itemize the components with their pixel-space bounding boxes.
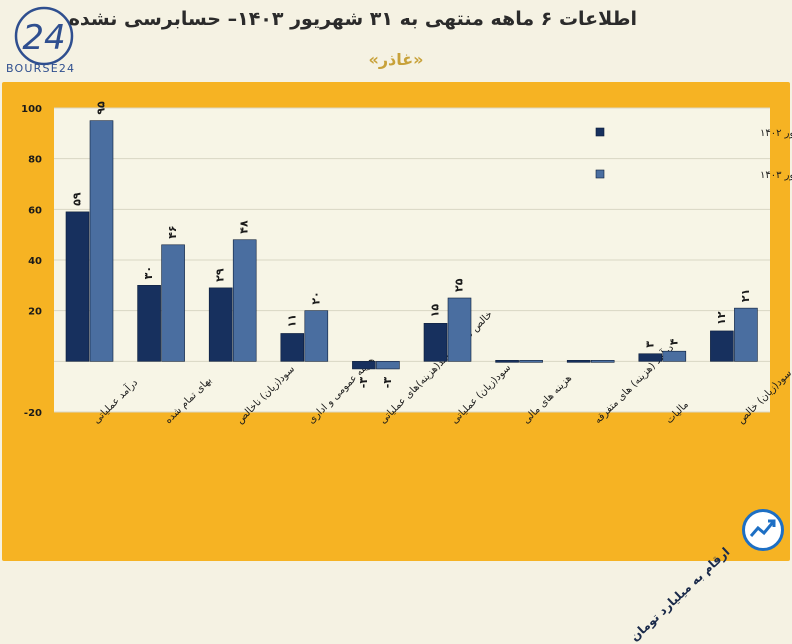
data-label: ۹۵ bbox=[95, 101, 108, 115]
data-label: ۱۵ bbox=[429, 304, 442, 318]
bar-1402 bbox=[710, 330, 734, 362]
data-label: ۲۰ bbox=[309, 291, 322, 304]
legend-swatch bbox=[595, 169, 605, 179]
data-label: ۴۸ bbox=[238, 220, 251, 234]
bar-1403 bbox=[161, 244, 185, 362]
data-label: ۲۱ bbox=[739, 289, 752, 302]
y-tick-label: 100 bbox=[21, 104, 42, 115]
page-subtitle: «غاذر» bbox=[368, 50, 424, 69]
y-tick-label: 80 bbox=[28, 155, 42, 166]
data-label: ۱۲ bbox=[715, 311, 728, 325]
bar-1402 bbox=[638, 353, 663, 362]
legend-swatch bbox=[595, 127, 605, 137]
bar-1403 bbox=[376, 361, 400, 370]
bar-1402 bbox=[423, 323, 448, 362]
bar-1403 bbox=[89, 120, 114, 362]
bourse24-logo: 24 bbox=[14, 6, 74, 66]
bar-1403 bbox=[734, 307, 758, 362]
bar-1402 bbox=[566, 360, 591, 363]
bar-1403 bbox=[662, 350, 687, 362]
y-tick-label: 20 bbox=[28, 307, 42, 318]
brand-badge-icon bbox=[742, 509, 784, 551]
legend-label: عملکرد منتهی به شهریور ۱۴۰۲ bbox=[760, 128, 792, 139]
bar-1403 bbox=[447, 297, 472, 362]
data-label: ۲۵ bbox=[453, 278, 466, 292]
bar-1402 bbox=[65, 211, 90, 362]
bar-1403 bbox=[232, 239, 257, 362]
bar-1403 bbox=[590, 360, 615, 363]
y-tick-label: 40 bbox=[28, 256, 42, 267]
bar-1402 bbox=[495, 360, 519, 363]
bar-1402 bbox=[137, 285, 161, 362]
data-label: ۴ bbox=[667, 338, 680, 345]
data-label: ۳ bbox=[643, 341, 656, 348]
data-label: ۱۱ bbox=[285, 314, 298, 327]
bar-1402 bbox=[280, 333, 305, 362]
bar-1403 bbox=[304, 310, 329, 362]
header: 24 BOURSE24 اطلاعات ۶ ماهه منتهی به ۳۱ ش… bbox=[0, 0, 792, 80]
data-label: ۵۹ bbox=[71, 192, 84, 206]
svg-text:24: 24 bbox=[22, 18, 65, 58]
data-label: -۳ bbox=[357, 377, 370, 389]
logo-text: BOURSE24 bbox=[6, 62, 76, 75]
data-label: ۳۰ bbox=[142, 266, 155, 279]
y-tick-label: 60 bbox=[28, 205, 42, 216]
bar-1403 bbox=[519, 360, 543, 363]
bar-1402 bbox=[208, 287, 233, 362]
data-label: ۴۶ bbox=[166, 225, 179, 238]
data-label: -۳ bbox=[381, 377, 394, 389]
data-label: ۲۹ bbox=[214, 268, 227, 282]
legend-label: عملکرد منتهی به شهریور ۱۴۰۳ bbox=[760, 170, 792, 181]
page-title: اطلاعات ۶ ماهه منتهی به ۳۱ شهریور ۱۴۰۳– … bbox=[68, 8, 637, 30]
y-tick-label: -20 bbox=[24, 408, 42, 419]
bar-1402 bbox=[352, 361, 376, 370]
